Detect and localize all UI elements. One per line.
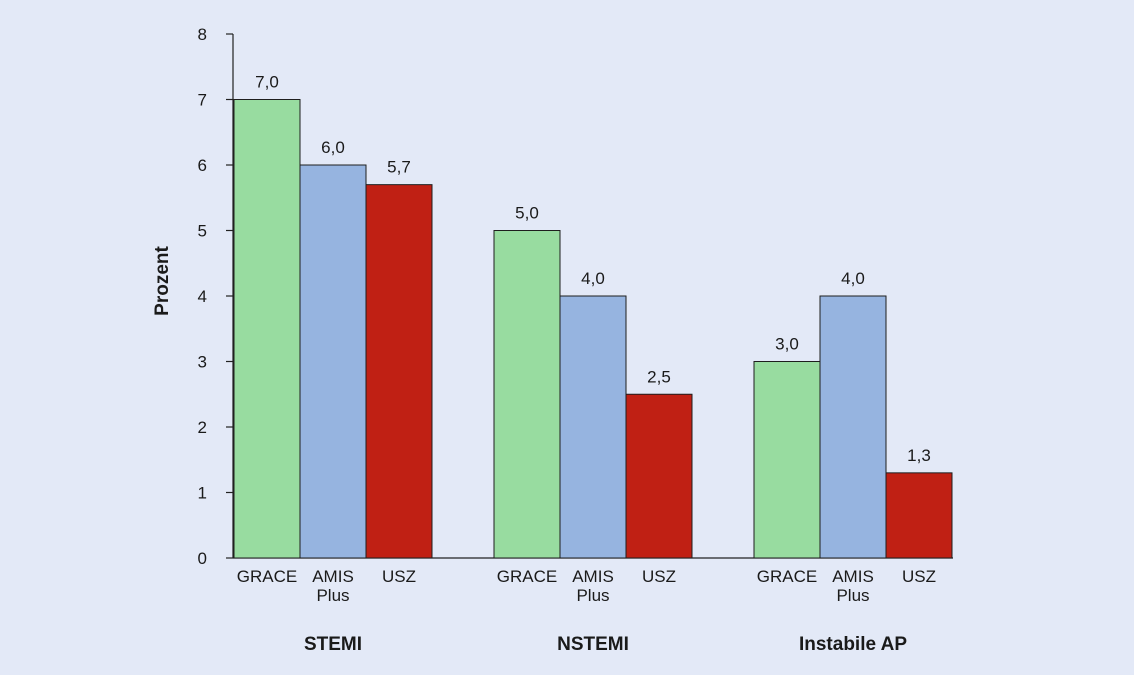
bar <box>625 393 693 559</box>
labels: 7,0GRACE6,0AMISPlus5,7USZSTEMI5,0GRACE4,… <box>237 73 936 656</box>
bar-value-label: 5,7 <box>387 158 411 177</box>
bars <box>233 99 953 559</box>
x-tick-label: USZ <box>902 567 936 586</box>
x-tick-label: Plus <box>836 586 869 605</box>
y-axis-title: Prozent <box>152 245 173 315</box>
x-tick-label: AMIS <box>312 567 354 586</box>
y-tick-label: 5 <box>198 222 207 241</box>
x-tick-label: GRACE <box>757 567 817 586</box>
bar-value-label: 4,0 <box>841 269 865 288</box>
bar <box>493 230 561 559</box>
group-label: Instabile AP <box>799 634 907 655</box>
bar <box>299 164 367 559</box>
bar <box>365 184 433 559</box>
bar-value-label: 1,3 <box>907 446 931 465</box>
x-tick-label: AMIS <box>832 567 874 586</box>
bar-value-label: 6,0 <box>321 138 345 157</box>
bar-value-label: 5,0 <box>515 204 539 223</box>
bar <box>753 361 821 559</box>
x-tick-label: GRACE <box>237 567 297 586</box>
bar <box>559 295 627 559</box>
group-label: NSTEMI <box>557 634 629 655</box>
group-label: STEMI <box>304 634 362 655</box>
x-tick-label: USZ <box>642 567 676 586</box>
y-tick-label: 3 <box>198 353 207 372</box>
bar <box>819 295 887 559</box>
bar-value-label: 4,0 <box>581 269 605 288</box>
x-tick-label: USZ <box>382 567 416 586</box>
x-tick-label: AMIS <box>572 567 614 586</box>
y-tick-label: 2 <box>198 418 207 437</box>
bar <box>885 472 953 559</box>
x-tick-label: GRACE <box>497 567 557 586</box>
bar-value-label: 3,0 <box>775 335 799 354</box>
y-tick-label: 8 <box>198 25 207 44</box>
x-tick-label: Plus <box>576 586 609 605</box>
x-tick-label: Plus <box>316 586 349 605</box>
bar-value-label: 2,5 <box>647 367 671 386</box>
bar <box>233 99 301 559</box>
y-tick-label: 1 <box>198 484 207 503</box>
y-tick-label: 0 <box>198 549 207 568</box>
y-tick-label: 6 <box>198 156 207 175</box>
y-tick-label: 4 <box>198 287 207 306</box>
y-tick-label: 7 <box>198 91 207 110</box>
bar-value-label: 7,0 <box>255 73 279 92</box>
